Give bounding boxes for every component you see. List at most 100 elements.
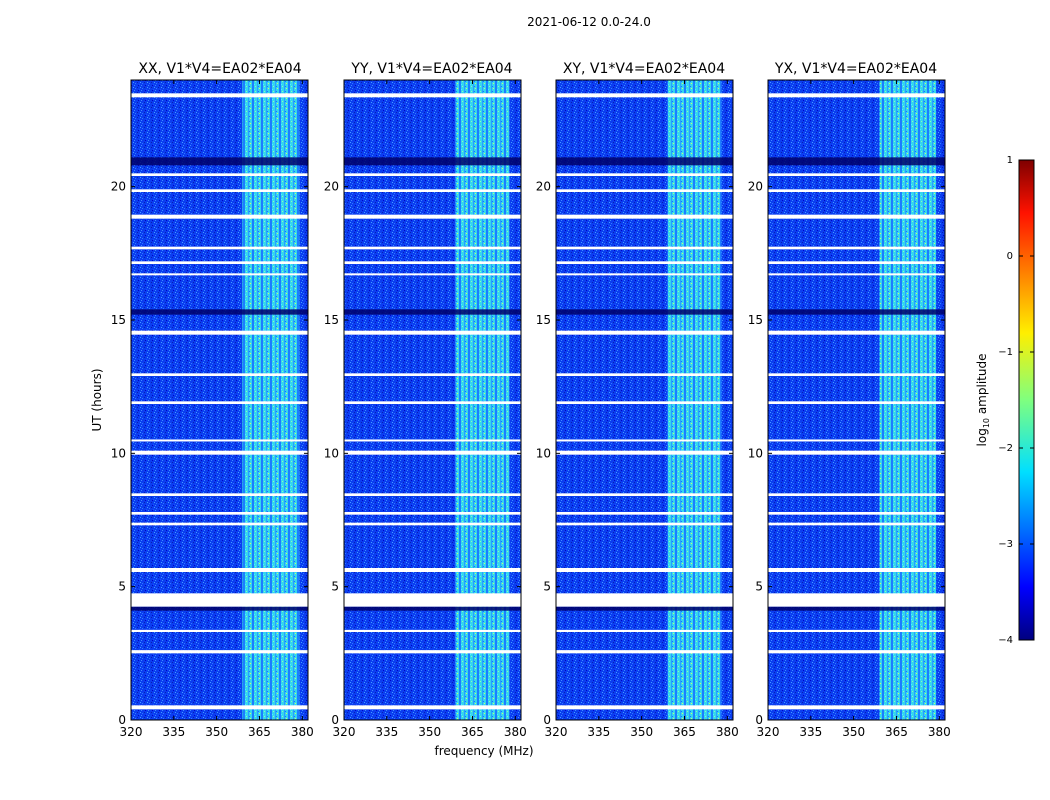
flagged-time-band [556, 261, 733, 264]
flagged-time-band [344, 173, 521, 176]
flagged-time-band [344, 330, 521, 335]
panel-title: YY, V1*V4=EA02*EA04 [350, 61, 512, 77]
x-tick-label: 320 [333, 725, 356, 739]
flagged-time-band [768, 93, 945, 98]
flagged-time-band [768, 593, 945, 607]
plot-frame [130, 79, 309, 721]
flagged-time-band [344, 214, 521, 219]
flagged-time-band [556, 512, 733, 515]
colorbar: 1 0 −1 −2 −3 −4 log10 amplitude [975, 155, 1035, 646]
dark-time-band [556, 606, 733, 611]
flagged-time-band [131, 401, 308, 404]
dark-time-band [556, 309, 733, 315]
flagged-time-band [556, 439, 733, 442]
y-tick-label: 10 [748, 446, 763, 460]
y-tick-label: 10 [111, 446, 126, 460]
flagged-time-band [556, 568, 733, 572]
x-tick-label: 365 [885, 725, 908, 739]
flagged-time-band [131, 189, 308, 192]
flagged-time-band [556, 629, 733, 632]
flagged-time-band [556, 214, 733, 219]
flagged-time-band [344, 450, 521, 455]
dark-time-band [131, 606, 308, 611]
colorbar-tick-label: 0 [1007, 251, 1013, 262]
panel-title: XX, V1*V4=EA02*EA04 [138, 61, 301, 77]
panel-xy: XY, V1*V4=EA02*EA04 320 335 350 365 380 0 5 10 1… [536, 61, 739, 739]
flagged-time-band [556, 246, 733, 250]
x-tick-label: 335 [587, 725, 610, 739]
y-tick-label: 20 [536, 180, 551, 194]
x-tick-label: 350 [630, 725, 653, 739]
plot-area: 320 335 350 365 380 0 5 10 15 20 [324, 79, 527, 739]
flagged-time-band [344, 512, 521, 515]
flagged-time-band [556, 650, 733, 654]
flagged-time-band [556, 522, 733, 526]
dark-time-band [768, 157, 945, 166]
flagged-time-band [131, 261, 308, 264]
flagged-time-band [556, 330, 733, 335]
panel-title: XY, V1*V4=EA02*EA04 [563, 61, 725, 77]
rfi-band [455, 80, 510, 720]
x-tick-label: 380 [928, 725, 951, 739]
x-tick-label: 380 [716, 725, 739, 739]
x-tick-label: 350 [205, 725, 228, 739]
dark-time-band [556, 157, 733, 166]
x-tick-label: 365 [673, 725, 696, 739]
flagged-time-band [768, 629, 945, 632]
y-tick-label: 15 [748, 313, 763, 327]
colorbar-tick-label: −4 [998, 635, 1013, 646]
flagged-time-band [131, 629, 308, 632]
y-tick-label: 15 [324, 313, 339, 327]
flagged-time-band [344, 93, 521, 98]
y-tick-label: 0 [118, 713, 126, 727]
flagged-time-band [344, 568, 521, 572]
x-tick-label: 380 [291, 725, 314, 739]
flagged-time-band [131, 214, 308, 219]
x-tick-label: 335 [162, 725, 185, 739]
flagged-time-band [556, 401, 733, 404]
y-tick-label: 0 [331, 713, 339, 727]
flagged-time-band [556, 273, 733, 276]
plot-area: 320 335 350 365 380 0 5 10 15 20 [748, 79, 951, 739]
dark-time-band [344, 309, 521, 315]
flagged-time-band [131, 522, 308, 526]
plot-area: 320 335 350 365 380 0 5 10 15 20 [536, 79, 739, 739]
flagged-time-band [768, 173, 945, 176]
y-tick-label: 10 [536, 446, 551, 460]
flagged-time-band [556, 373, 733, 376]
dark-time-band [768, 606, 945, 611]
y-tick-label: 20 [324, 180, 339, 194]
flagged-time-band [131, 330, 308, 335]
x-tick-label: 380 [504, 725, 527, 739]
y-tick-label: 5 [118, 580, 126, 594]
panel-xx: XX, V1*V4=EA02*EA04 320 335 350 365 380 0 5 10 1… [111, 61, 314, 739]
x-tick-label: 365 [248, 725, 271, 739]
dark-time-band [131, 157, 308, 166]
colorbar-gradient [1018, 159, 1035, 641]
x-tick-label: 365 [461, 725, 484, 739]
x-tick-label: 320 [757, 725, 780, 739]
flagged-time-band [344, 439, 521, 442]
figure-title: 2021-06-12 0.0-24.0 [527, 15, 651, 29]
flagged-time-band [131, 373, 308, 376]
flagged-time-band [131, 173, 308, 176]
flagged-time-band [344, 373, 521, 376]
y-tick-label: 5 [543, 580, 551, 594]
flagged-time-band [131, 705, 308, 710]
flagged-time-band [131, 93, 308, 98]
flagged-time-band [344, 189, 521, 192]
flagged-time-band [556, 450, 733, 455]
panel-yy: YY, V1*V4=EA02*EA04 320 335 350 365 380 0 5 10 1… [324, 61, 527, 739]
panel-yx: YX, V1*V4=EA02*EA04 320 335 350 365 380 0 5 10 1… [748, 61, 951, 739]
flagged-time-band [131, 450, 308, 455]
y-tick-label: 20 [748, 180, 763, 194]
flagged-time-band [768, 373, 945, 376]
y-tick-label: 5 [755, 580, 763, 594]
rfi-band [667, 80, 722, 720]
panel-title: YX, V1*V4=EA02*EA04 [774, 61, 937, 77]
flagged-time-band [556, 493, 733, 496]
flagged-time-band [131, 593, 308, 607]
flagged-time-band [556, 93, 733, 98]
flagged-time-band [131, 493, 308, 496]
